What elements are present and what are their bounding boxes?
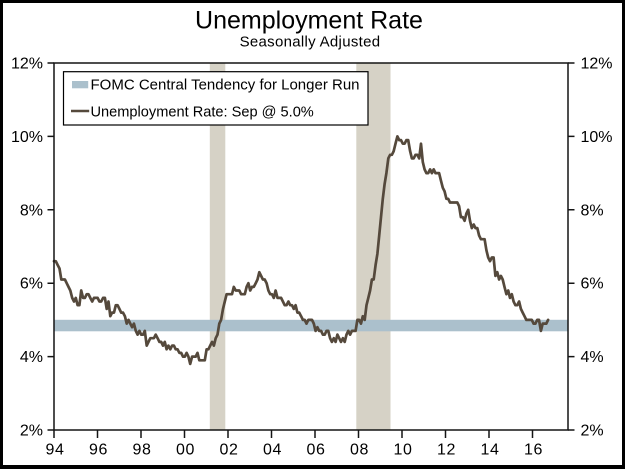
svg-text:02: 02 [220, 442, 239, 459]
svg-text:06: 06 [307, 442, 326, 459]
svg-text:6%: 6% [581, 276, 604, 293]
svg-text:12: 12 [437, 442, 456, 459]
svg-text:8%: 8% [20, 202, 43, 219]
svg-text:FOMC Central Tendency for Long: FOMC Central Tendency for Longer Run [91, 77, 360, 94]
svg-text:Unemployment Rate: Sep @ 5.0%: Unemployment Rate: Sep @ 5.0% [91, 104, 314, 120]
svg-text:10: 10 [394, 442, 413, 459]
svg-text:2%: 2% [20, 423, 43, 440]
svg-text:12%: 12% [581, 56, 613, 73]
svg-text:04: 04 [263, 442, 282, 459]
svg-text:12%: 12% [11, 56, 43, 73]
svg-text:Seasonally Adjusted: Seasonally Adjusted [240, 34, 381, 51]
svg-text:4%: 4% [581, 349, 604, 366]
svg-text:4%: 4% [20, 349, 43, 366]
svg-text:08: 08 [350, 442, 369, 459]
svg-text:00: 00 [176, 442, 195, 459]
svg-text:8%: 8% [581, 202, 604, 219]
svg-text:10%: 10% [581, 129, 613, 146]
svg-text:10%: 10% [11, 129, 43, 146]
svg-text:94: 94 [46, 442, 65, 459]
svg-text:98: 98 [133, 442, 152, 459]
svg-text:Unemployment Rate: Unemployment Rate [195, 7, 423, 35]
svg-text:6%: 6% [20, 276, 43, 293]
svg-text:96: 96 [89, 442, 108, 459]
svg-text:14: 14 [481, 442, 500, 459]
svg-text:2%: 2% [581, 423, 604, 440]
svg-text:16: 16 [524, 442, 543, 459]
